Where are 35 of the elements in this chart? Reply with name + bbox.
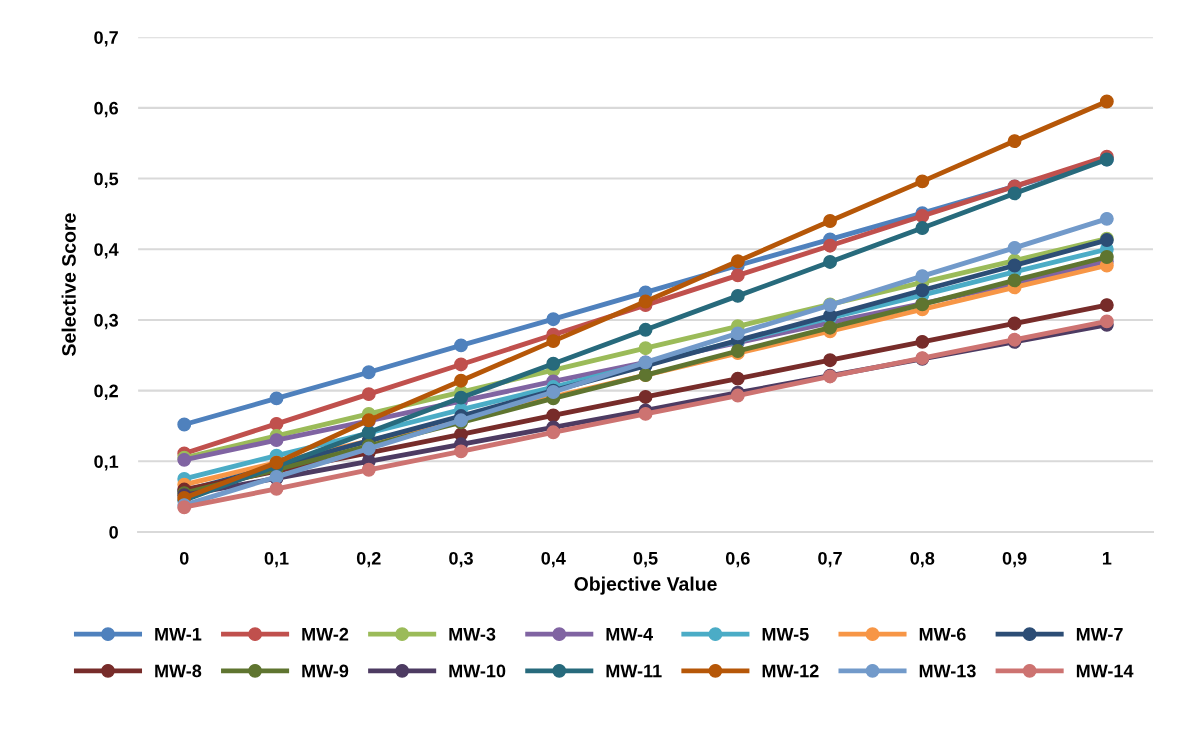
legend-label: MW-4 [606, 628, 653, 641]
x-axis-title: Objective Value [574, 576, 717, 595]
legend-label: MW-6 [919, 627, 966, 641]
x-tick-label: 0,1 [264, 551, 289, 568]
y-tick-label: 0,1 [94, 455, 119, 471]
x-tick-label: 0,9 [1002, 551, 1027, 568]
legend-label: MW-7 [1076, 628, 1123, 641]
x-tick-label: 0,4 [541, 551, 566, 568]
x-tick-label: 0,6 [725, 551, 750, 568]
legend-label: MW-9 [302, 664, 349, 678]
y-tick-label: 0,6 [94, 101, 119, 118]
x-tick-label: 0,8 [910, 551, 935, 568]
y-tick-label: 0,7 [94, 31, 118, 47]
legend-label: MW-5 [762, 628, 809, 641]
legend-label: MW-8 [155, 664, 202, 678]
y-tick-label: 0,3 [94, 313, 119, 330]
x-tick-label: 0,3 [449, 551, 473, 568]
legend-label: MW-1 [155, 628, 202, 641]
x-tick-label: 0,2 [356, 551, 381, 568]
legend-label: MW-13 [919, 664, 976, 678]
y-tick-label: 0,2 [94, 384, 118, 400]
y-tick-label: 0,4 [94, 243, 119, 259]
x-tick-label: 0 [179, 551, 189, 565]
x-tick-label: 1 [1102, 552, 1112, 565]
legend-label: MW-14 [1076, 664, 1134, 678]
x-tick-label: 0,5 [633, 551, 658, 568]
legend-label: MW-11 [606, 664, 662, 678]
y-tick-label: 0 [109, 525, 118, 539]
legend-label: MW-3 [449, 627, 496, 641]
x-tick-label: 0,7 [818, 551, 842, 568]
legend-label: MW-2 [302, 627, 349, 641]
y-axis-title: Selective Score [61, 213, 76, 356]
y-tick-label: 0,5 [94, 172, 119, 188]
legend-label: MW-12 [762, 664, 819, 678]
legend-label: MW-10 [449, 664, 506, 678]
